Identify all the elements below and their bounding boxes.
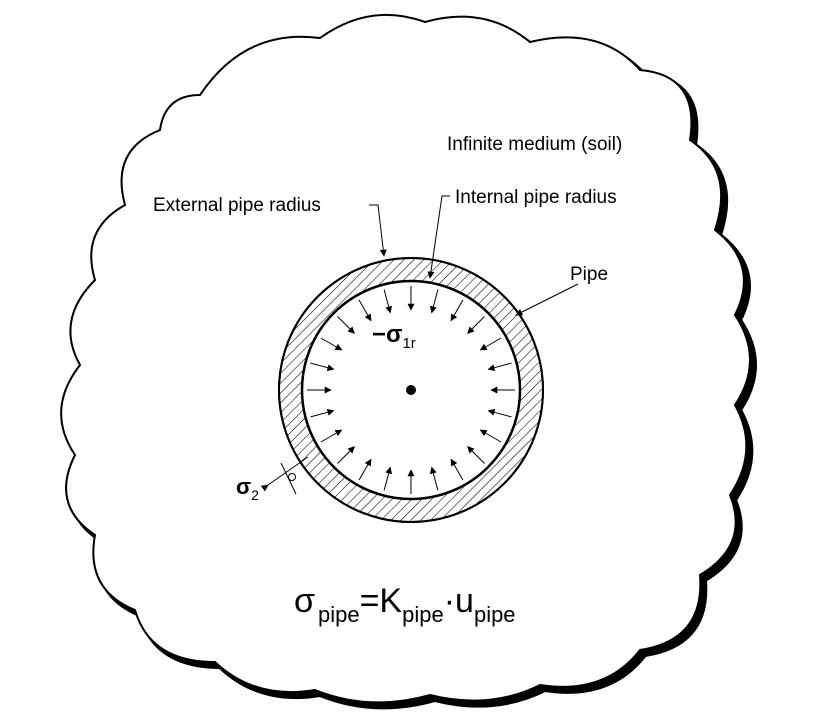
equation-k-sub: pipe xyxy=(402,602,444,627)
internal-radius-leader xyxy=(427,195,450,279)
pipe-stress-equation: σ pipe=Kpipe·upipe xyxy=(294,582,516,627)
equation-equals-k: =K xyxy=(360,582,403,620)
pipe-label: Pipe xyxy=(570,264,608,285)
external-stress-label: σ2 xyxy=(236,474,259,503)
external-stress-symbol: σ xyxy=(236,474,251,499)
external-pipe-radius-label: External pipe radius xyxy=(153,195,321,216)
pressure-arrow xyxy=(310,408,335,418)
pipe-outer-wall xyxy=(278,257,544,523)
cloud-shape xyxy=(60,13,757,710)
internal-stress-subscript: 1r xyxy=(402,335,415,352)
pressure-arrow xyxy=(467,446,485,464)
pressure-arrow xyxy=(358,458,372,481)
internal-pipe-radius-label: Internal pipe radius xyxy=(455,187,617,208)
pressure-arrow xyxy=(383,289,393,314)
internal-pressure-arrows xyxy=(307,286,515,494)
equation-dot-u: ·u xyxy=(444,582,474,620)
equation-sigma-sub: pipe xyxy=(318,602,360,627)
internal-stress-label: −σ1r xyxy=(372,321,416,352)
internal-stress-sign: − xyxy=(372,321,386,348)
infinite-medium-label: Infinite medium (soil) xyxy=(447,134,622,155)
pressure-arrow xyxy=(450,299,464,322)
external-stress-indicator xyxy=(260,456,309,495)
pipe-leader xyxy=(515,283,579,316)
external-radius-leader xyxy=(369,204,387,257)
pressure-arrow xyxy=(310,362,335,372)
internal-stress-symbol: σ xyxy=(386,321,402,348)
pressure-arrow xyxy=(337,316,355,334)
pipe-inner-wall xyxy=(300,279,522,501)
pressure-arrow xyxy=(429,466,439,491)
pipe-center-dot xyxy=(406,385,416,395)
pressure-arrow xyxy=(320,429,343,443)
pressure-arrow xyxy=(337,446,355,464)
pressure-arrow xyxy=(358,299,372,322)
pressure-arrow xyxy=(320,337,343,351)
pressure-arrow xyxy=(487,408,512,418)
leader-lines xyxy=(369,195,579,316)
pressure-arrow xyxy=(479,337,502,351)
pressure-arrow xyxy=(429,289,439,314)
pressure-arrow xyxy=(450,458,464,481)
pressure-arrow xyxy=(487,362,512,372)
pressure-arrow xyxy=(479,429,502,443)
equation-u-sub: pipe xyxy=(474,602,516,627)
equation-sigma: σ xyxy=(294,582,315,620)
pressure-arrow xyxy=(467,316,485,334)
external-stress-subscript: 2 xyxy=(251,487,259,503)
pressure-arrow xyxy=(383,466,393,491)
